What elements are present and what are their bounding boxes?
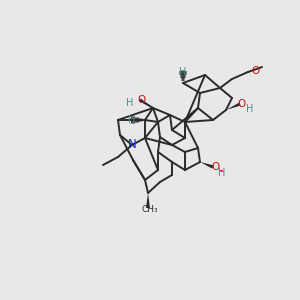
Polygon shape [200, 162, 214, 169]
Text: CH₃: CH₃ [142, 206, 158, 214]
Text: O: O [211, 162, 219, 172]
Polygon shape [139, 99, 153, 108]
Text: O: O [137, 95, 145, 105]
Text: -: - [219, 164, 223, 178]
Text: O: O [238, 99, 246, 109]
Polygon shape [146, 193, 150, 208]
Text: H: H [179, 67, 187, 77]
Text: N: N [128, 139, 136, 152]
Text: H: H [126, 98, 134, 108]
Text: H: H [218, 168, 226, 178]
Text: O: O [251, 66, 259, 76]
Text: H: H [128, 115, 136, 125]
Text: H: H [246, 104, 254, 114]
Polygon shape [226, 103, 241, 110]
